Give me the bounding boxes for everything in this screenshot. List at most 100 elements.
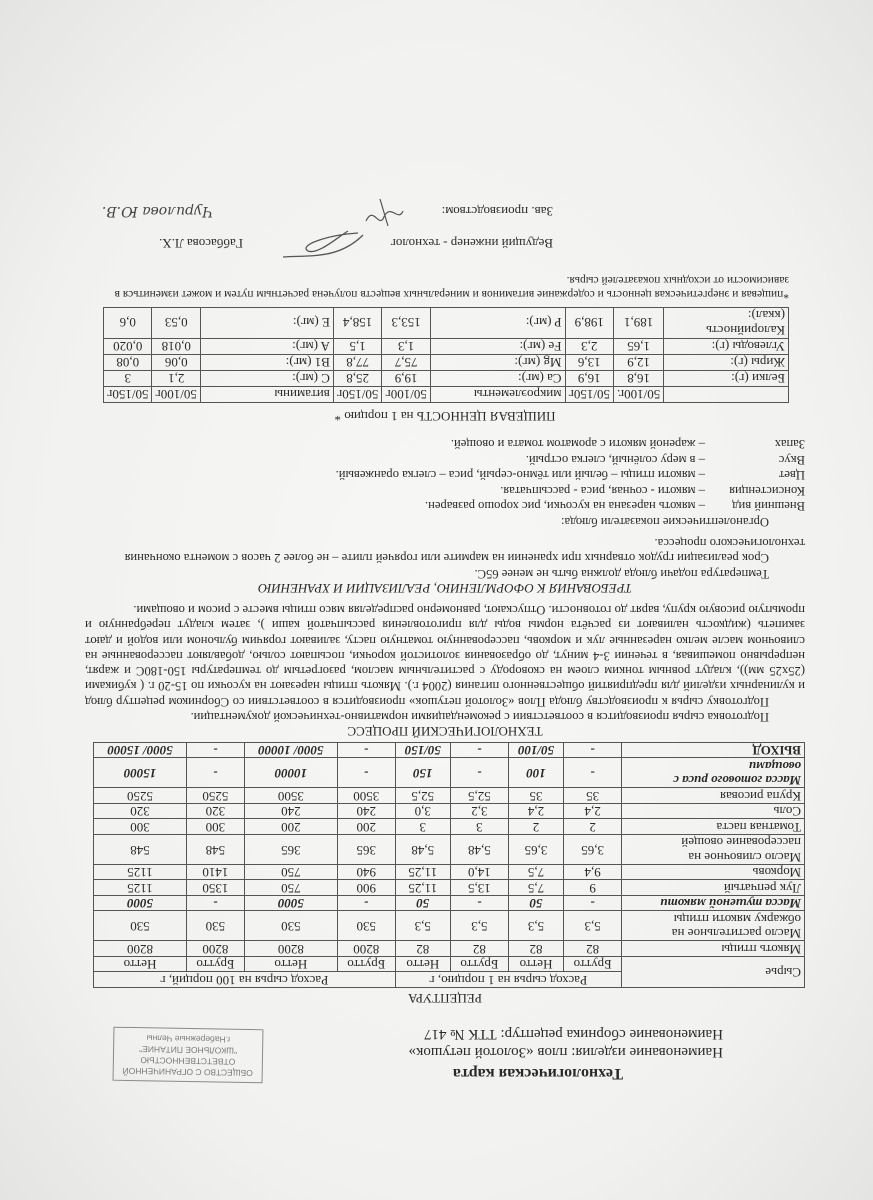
table-row: ВЫХОД -50/100-50/150-5000/ 10000-5000/ 15… xyxy=(93,742,805,759)
table-row: Масло сливочное на пассерование овощей 3,… xyxy=(93,834,805,865)
table-row: Масса тушеной мякоти -50-50-5000-5000 xyxy=(93,895,805,912)
value-cell: - xyxy=(337,742,396,759)
value-cell: 530 xyxy=(186,911,245,941)
value-cell: 2 xyxy=(508,819,564,835)
nutrition-cell: 50/100г xyxy=(381,386,431,403)
value-cell: 7,5 xyxy=(508,864,564,881)
value-cell: 8200 xyxy=(337,941,396,957)
value-cell: 14,0 xyxy=(450,864,509,881)
table-row: Масса готового риса с овощами -100-150-10… xyxy=(93,758,805,789)
value-cell: 5250 xyxy=(186,788,245,804)
nutrition-cell: 0,6 xyxy=(103,307,152,339)
ingredient-name: Томатная паста xyxy=(621,819,805,835)
value-cell: 11,25 xyxy=(395,880,451,896)
value-cell: 82 xyxy=(395,941,451,957)
nutrition-table: 50/100г. 50/150г микроэлементы 50/100г 50/15… xyxy=(103,307,789,403)
requirements-text: Температура подачи блюда должна быть не … xyxy=(85,436,805,580)
document-title: Технологическая карта xyxy=(452,1065,623,1082)
value-cell: 8200 xyxy=(93,941,187,957)
process-text: Подготовка сырья производится в соответс… xyxy=(85,602,805,724)
value-cell: 300 xyxy=(93,819,187,835)
recipe-table: Сырье Расход сырья на 1 порцию, г Расход… xyxy=(93,742,805,988)
nutrition-cell: Ca (мг): xyxy=(430,370,566,387)
nutrition-cell: 50/150г xyxy=(565,386,614,403)
table-row: Соль 2,4 2,4 3,2 3,0 240 240 320 320 xyxy=(93,803,805,820)
value-cell: 365 xyxy=(244,834,338,865)
process-title: ТЕХНОЛОГИЧЕСКИЙ ПРОЦЕСС xyxy=(347,724,543,739)
nutrition-row: Калорийность (ккал): 189,1 198,9 P (мг): 153… xyxy=(103,307,789,339)
value-cell: 100 xyxy=(508,758,564,788)
value-cell: 3 xyxy=(450,819,509,835)
value-cell: 5,3 xyxy=(450,911,509,941)
product-name: Наименование изделия: плов «Золотой пету… xyxy=(408,1044,723,1060)
ingredient-name: Масло растительное на обжарку мякоти пти… xyxy=(621,911,805,942)
nutrition-row: Белки (г): 16,8 16,9 Ca (мг): 19,9 25,8 C (мг)… xyxy=(103,370,789,387)
value-cell: 940 xyxy=(337,864,396,881)
value-cell: - xyxy=(450,758,509,788)
nutrition-cell: 16,8 xyxy=(613,370,664,387)
value-cell: 3,2 xyxy=(450,803,509,820)
organoleptic-item: Цвет – мякоти птицы – белый или тёмно-сер… xyxy=(336,467,805,482)
table-row: Масло растительное на обжарку мякоти пти… xyxy=(93,911,805,942)
engineer-name: Габбасова Л.Х. xyxy=(159,235,243,251)
value-cell: 5000/ 10000 xyxy=(244,742,338,759)
nutrition-cell: 1,5 xyxy=(333,338,382,355)
nutrition-cell: 198,9 xyxy=(565,307,614,339)
organoleptic-value: – в меру солёный, слегка острый. xyxy=(525,452,705,467)
nutrition-row: Жиры (г): 12,9 13,6 Mg (мг): 75,7 77,8 B1 (мг)… xyxy=(103,354,789,371)
value-cell: 240 xyxy=(244,803,338,820)
nutrition-cell xyxy=(663,386,789,403)
value-cell: 320 xyxy=(186,803,245,820)
value-cell: 1350 xyxy=(186,880,245,896)
value-cell: 750 xyxy=(244,864,338,881)
subheader-cell: Нетто xyxy=(395,956,451,973)
value-cell: 150 xyxy=(395,758,451,788)
table-row: Томатная паста 2 2 3 3 200 200 300 300 xyxy=(93,819,805,835)
manager-label: Зав. производством: xyxy=(441,203,553,219)
value-cell: 5,3 xyxy=(563,911,622,941)
nutrition-cell: Fe (мг): xyxy=(430,338,566,355)
value-cell: 5000/ 15000 xyxy=(93,742,187,759)
value-cell: 5,3 xyxy=(508,911,564,941)
organoleptic-list: Внешний вид – мякоть нарезана на кусочки,… xyxy=(336,436,805,513)
value-cell: - xyxy=(450,742,509,759)
value-cell: 5,48 xyxy=(395,834,451,865)
nutrition-cell: Mg (мг): xyxy=(430,354,566,371)
nutrition-cell: 153,3 xyxy=(381,307,431,339)
value-cell: 50 xyxy=(395,895,451,912)
nutrition-cell: B1 (мг): xyxy=(200,354,334,371)
manager-signature-row: Зав. производством: Чурилова Ю.В. xyxy=(85,187,805,227)
nutrition-cell: 50/150г xyxy=(333,386,382,403)
value-cell: 5000 xyxy=(244,895,338,912)
value-cell: 300 xyxy=(186,819,245,835)
nutrition-cell: 0,020 xyxy=(103,338,152,355)
value-cell: 82 xyxy=(508,941,564,957)
nutrition-cell: 25,8 xyxy=(333,370,382,387)
value-cell: 3,0 xyxy=(395,803,451,820)
subheader-cell: Брутто xyxy=(337,956,396,973)
ingredient-name: Морковь xyxy=(621,864,805,881)
engineer-signature-row: Ведущий инженер - технолог Габбасова Л.Х… xyxy=(85,219,805,258)
value-cell: 3,65 xyxy=(508,834,564,865)
value-cell: - xyxy=(563,895,622,912)
value-cell: - xyxy=(186,895,245,912)
value-cell: 50/100 xyxy=(508,742,564,759)
value-cell: 2 xyxy=(563,819,622,835)
nutrition-cell: витамины xyxy=(200,386,334,403)
organoleptic-item: Вкус – в меру солёный, слегка острый. xyxy=(336,451,805,467)
organoleptic-item: Внешний вид – мякоть нарезана на кусочки,… xyxy=(336,498,805,513)
stamp-line: ОБЩЕСТВО С ОГРАНИЧЕННОЙ xyxy=(122,1065,253,1079)
table-row: Морковь 9,4 7,5 14,0 11,25 940 750 1410 1125 xyxy=(93,864,805,881)
value-cell: - xyxy=(563,758,622,788)
nutrition-cell: 2,3 xyxy=(565,338,614,355)
process-paragraph: Подготовка сырья производится в соответс… xyxy=(190,710,769,724)
value-cell: 52,5 xyxy=(395,788,451,804)
nutrition-cell: 1,3 xyxy=(381,338,431,355)
value-cell: 82 xyxy=(450,941,509,957)
organoleptic-item: Запах – жареной мякоти с ароматом томата … xyxy=(336,436,805,451)
value-cell: 3,65 xyxy=(563,834,622,865)
value-cell: 750 xyxy=(244,880,338,896)
value-cell: 50 xyxy=(508,895,564,912)
value-cell: 9 xyxy=(563,880,622,896)
